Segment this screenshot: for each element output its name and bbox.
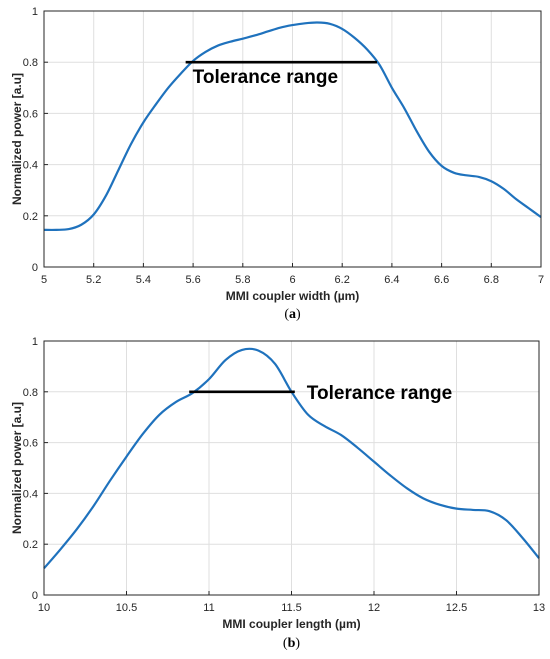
chart-a-grid	[43, 10, 542, 268]
chart-b-xtick-label: 12	[368, 602, 380, 614]
chart-a-ytick-label: 0.4	[23, 160, 38, 172]
chart-b-ylabel: Normalized power [a.u]	[10, 402, 24, 534]
chart-b-ytick-label: 0.8	[23, 387, 38, 399]
chart-a-ytick-label: 0	[32, 262, 38, 274]
chart-b-ytick-label: 0	[32, 590, 38, 602]
chart-b-series: Tolerance range	[43, 347, 540, 570]
chart-a-xtick-label: 5	[41, 274, 47, 286]
chart-a-ylabel: Normalized power [a.u]	[10, 73, 24, 205]
chart-a-ytick-label: 1	[32, 6, 38, 18]
chart-b-ticks: 10 10.5 11 11.5 12 12.5 13 0 0.2 0.4 0.6 0.8 1	[23, 336, 545, 614]
chart-a-xtick-label: 6.2	[335, 274, 350, 286]
chart-a-xtick-label: 6.8	[484, 274, 499, 286]
chart-b-xtick-label: 11.5	[281, 602, 302, 614]
chart-a-xtick-label: 6.6	[434, 274, 449, 286]
chart-a-xtick-label: 6	[289, 274, 295, 286]
chart-a-svg: Tolerance range 5 5.2 5.4 5.6 5.8 6 6.2 6.4 6.6 6…	[10, 6, 544, 322]
chart-a-frame	[43, 10, 542, 268]
chart-a-series-line	[43, 21, 542, 232]
chart-a-xtick-label: 5.2	[86, 274, 101, 286]
chart-b-xtick-label: 11	[203, 602, 214, 614]
chart-b-ytick-label: 0.2	[23, 539, 38, 551]
chart-b-xlabel: MMI coupler length (µm)	[222, 617, 360, 631]
chart-b-ytick-label: 0.4	[23, 488, 38, 500]
chart-a-xtick-label: 5.6	[185, 274, 200, 286]
chart-a-ytick-label: 0.8	[23, 57, 38, 69]
chart-a-caption: (a)	[284, 307, 301, 322]
chart-a-xtick-label: 5.4	[136, 274, 151, 286]
chart-b-caption: (b)	[283, 636, 300, 651]
chart-a-xtick-label: 5.8	[235, 274, 250, 286]
chart-a-ytick-label: 0.2	[23, 211, 38, 223]
chart-b-xtick-label: 10	[38, 602, 50, 614]
chart-a-ytick-label: 0.6	[23, 108, 38, 120]
chart-b-xtick-label: 10.5	[116, 602, 137, 614]
chart-b-xtick-label: 13	[533, 602, 545, 614]
chart-a-xtick-label: 7	[538, 274, 544, 286]
chart-b-frame	[43, 340, 540, 596]
chart-a-tolerance-label: Tolerance range	[193, 67, 338, 88]
chart-a-ticks: 5 5.2 5.4 5.6 5.8 6 6.2 6.4 6.6 6.8 7 0 0.2 0.4 0.6 0.8…	[23, 6, 544, 286]
chart-b-ytick-label: 0.6	[23, 438, 38, 450]
chart-a-series: Tolerance range	[43, 21, 542, 232]
chart-a-xlabel: MMI coupler width (µm)	[226, 289, 360, 303]
chart-b-xtick-label: 12.5	[446, 602, 467, 614]
figure-panel-a: Tolerance range 5 5.2 5.4 5.6 5.8 6 6.2 6.4 6.6 6…	[10, 6, 544, 322]
figure-panel-b: Tolerance range 10 10.5 11 11.5 12 12.5 13 0 0.2…	[0, 330, 550, 659]
chart-b-svg: Tolerance range 10 10.5 11 11.5 12 12.5 13 0 0.2…	[10, 336, 545, 651]
chart-b-ytick-label: 1	[32, 336, 38, 348]
chart-a-xtick-label: 6.4	[384, 274, 399, 286]
chart-b-tolerance-label: Tolerance range	[307, 383, 452, 404]
